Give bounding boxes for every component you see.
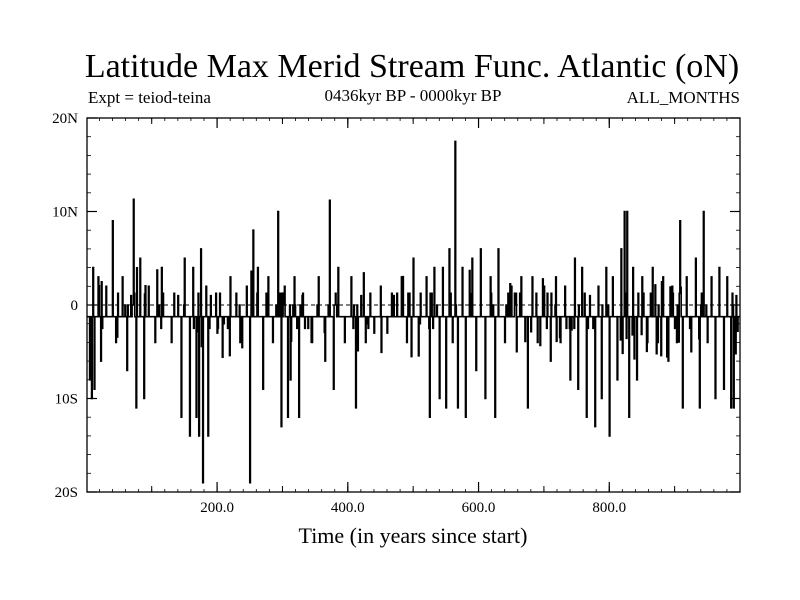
period-label: 0436kyr BP - 0000kyr BP xyxy=(325,86,502,105)
y-tick-label: 10N xyxy=(52,205,78,221)
y-tick-label: 20S xyxy=(55,485,78,501)
chart-title: Latitude Max Merid Stream Func. Atlantic… xyxy=(85,48,739,85)
x-axis-label: Time (in years since start) xyxy=(299,523,528,548)
experiment-label: Expt = teiod-teina xyxy=(88,88,211,107)
months-label: ALL_MONTHS xyxy=(627,88,740,107)
x-tick-label: 400.0 xyxy=(331,500,365,516)
x-tick-label: 600.0 xyxy=(462,500,496,516)
series-line-latitude_max_stream_function xyxy=(87,140,740,484)
y-tick-label: 20N xyxy=(52,111,78,127)
x-tick-label: 200.0 xyxy=(200,500,234,516)
x-tick-label: 800.0 xyxy=(592,500,626,516)
y-tick-label: 0 xyxy=(71,298,79,314)
plot-area: 200.0 400.0 600.0 800.0 20N 10N 0 10S 20S xyxy=(52,111,741,516)
y-tick-label: 10S xyxy=(55,392,78,408)
